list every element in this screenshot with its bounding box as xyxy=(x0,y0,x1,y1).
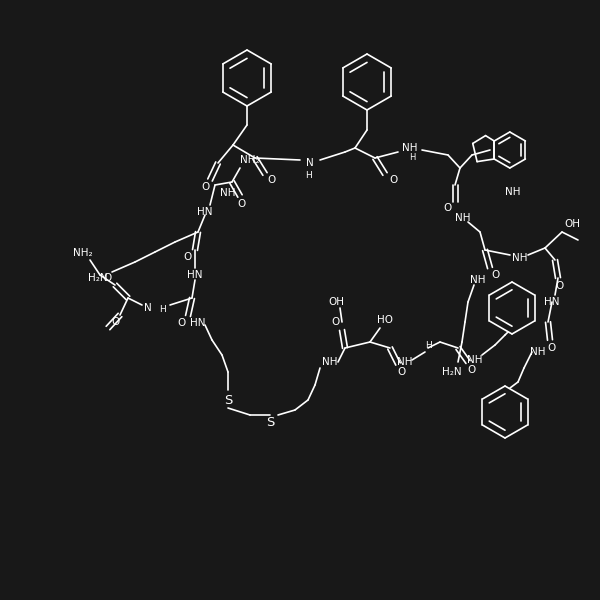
Text: O: O xyxy=(468,365,476,375)
Text: H: H xyxy=(158,305,166,314)
Text: O: O xyxy=(178,318,186,328)
Text: S: S xyxy=(224,394,232,407)
Text: O: O xyxy=(268,175,276,185)
Text: NH: NH xyxy=(220,188,236,198)
Text: O: O xyxy=(548,343,556,353)
Text: HN: HN xyxy=(190,318,206,328)
Text: H: H xyxy=(409,152,415,161)
Text: O: O xyxy=(238,199,246,209)
Text: NH: NH xyxy=(402,143,418,153)
Text: NH₂: NH₂ xyxy=(73,248,93,258)
Text: NH: NH xyxy=(530,347,546,357)
Text: O: O xyxy=(332,317,340,327)
Text: NH: NH xyxy=(397,357,413,367)
Text: O: O xyxy=(492,270,500,280)
Text: H: H xyxy=(425,340,431,349)
Text: O: O xyxy=(398,367,406,377)
Text: S: S xyxy=(266,415,274,428)
Text: O: O xyxy=(389,175,397,185)
Text: H₂N: H₂N xyxy=(88,273,108,283)
Text: H₂N: H₂N xyxy=(442,367,462,377)
Text: NH: NH xyxy=(455,213,471,223)
Text: HN: HN xyxy=(544,297,560,307)
Text: HN: HN xyxy=(187,270,203,280)
Text: NH₂: NH₂ xyxy=(240,155,260,165)
Text: N: N xyxy=(144,303,152,313)
Text: NH: NH xyxy=(505,187,521,197)
Text: NH: NH xyxy=(512,253,528,263)
Text: HN: HN xyxy=(197,207,213,217)
Text: OH: OH xyxy=(564,219,580,229)
Text: NH: NH xyxy=(470,275,486,285)
Text: OH: OH xyxy=(328,297,344,307)
Text: N: N xyxy=(306,158,314,168)
Text: NH: NH xyxy=(322,357,338,367)
Text: O: O xyxy=(184,252,192,262)
Text: H: H xyxy=(305,170,311,179)
Text: O: O xyxy=(556,281,564,291)
Text: HO: HO xyxy=(377,315,393,325)
Text: O: O xyxy=(201,182,209,192)
Text: O: O xyxy=(104,273,112,283)
Text: O: O xyxy=(444,203,452,213)
Text: O: O xyxy=(111,317,119,327)
Text: NH: NH xyxy=(467,355,483,365)
